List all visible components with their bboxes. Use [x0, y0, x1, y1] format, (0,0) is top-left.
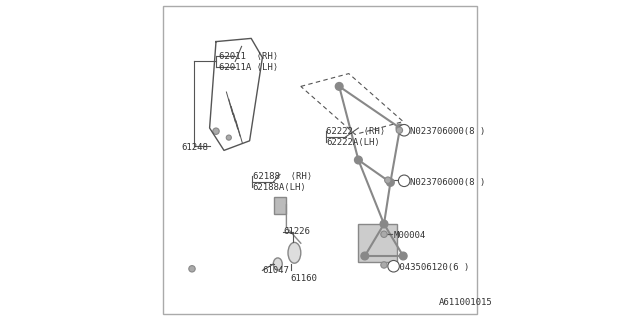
Text: 62011  ⟨RH⟩: 62011 ⟨RH⟩ [219, 52, 278, 60]
Text: 61047: 61047 [262, 266, 289, 275]
Ellipse shape [273, 258, 282, 270]
Text: 61226: 61226 [283, 228, 310, 236]
Circle shape [381, 262, 387, 268]
Text: 61248: 61248 [182, 143, 209, 152]
Text: N023706000(8 ): N023706000(8 ) [410, 178, 486, 187]
Circle shape [355, 156, 362, 164]
Circle shape [380, 220, 388, 228]
Circle shape [381, 231, 387, 237]
Text: N023706000(8 ): N023706000(8 ) [410, 127, 486, 136]
Circle shape [396, 127, 403, 133]
Circle shape [189, 266, 195, 272]
Text: S: S [391, 262, 396, 271]
Text: M00004: M00004 [394, 231, 426, 240]
Circle shape [387, 179, 394, 186]
Circle shape [385, 177, 391, 183]
Text: N: N [401, 126, 407, 135]
Circle shape [388, 260, 399, 272]
Bar [274, 197, 287, 214]
Text: 62222  ⟨RH⟩: 62222 ⟨RH⟩ [326, 127, 385, 136]
Circle shape [335, 83, 343, 90]
Circle shape [212, 128, 219, 134]
Circle shape [399, 252, 407, 260]
Circle shape [227, 135, 232, 140]
Circle shape [398, 175, 410, 187]
Text: 62188A⟨LH⟩: 62188A⟨LH⟩ [253, 183, 307, 192]
Circle shape [361, 252, 369, 260]
Text: S043506120(6 ): S043506120(6 ) [394, 263, 469, 272]
Text: 61160: 61160 [291, 274, 317, 283]
Text: N: N [401, 176, 407, 185]
Ellipse shape [288, 243, 301, 263]
Circle shape [398, 124, 410, 136]
Text: 62188  ⟨RH⟩: 62188 ⟨RH⟩ [253, 172, 312, 180]
Circle shape [396, 124, 404, 132]
Text: A611001015: A611001015 [438, 298, 492, 307]
Text: 62222A⟨LH⟩: 62222A⟨LH⟩ [326, 138, 380, 147]
Text: 62011A ⟨LH⟩: 62011A ⟨LH⟩ [219, 63, 278, 72]
Bar [358, 224, 397, 262]
